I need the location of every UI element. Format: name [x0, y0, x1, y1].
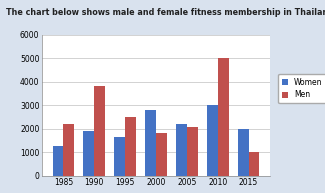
- Bar: [53, 146, 63, 176]
- Bar: [218, 58, 228, 176]
- Text: The chart below shows male and female fitness membership in Thailand between 198: The chart below shows male and female fi…: [6, 8, 325, 17]
- Bar: [207, 105, 218, 176]
- Legend: Women, Men: Women, Men: [278, 74, 325, 103]
- Bar: [176, 124, 187, 176]
- Bar: [84, 131, 94, 176]
- Bar: [145, 110, 156, 176]
- Bar: [94, 86, 105, 176]
- Bar: [238, 129, 249, 176]
- Bar: [125, 117, 136, 176]
- Bar: [156, 133, 167, 176]
- Bar: [114, 137, 125, 176]
- Bar: [63, 124, 74, 176]
- Bar: [249, 152, 259, 176]
- Bar: [187, 128, 198, 176]
